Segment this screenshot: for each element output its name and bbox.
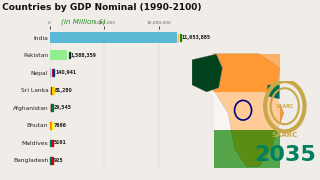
Polygon shape	[214, 92, 280, 130]
Bar	[50, 85, 51, 95]
Bar	[178, 34, 179, 41]
Bar	[50, 157, 52, 164]
Polygon shape	[204, 54, 283, 166]
Bar	[53, 69, 54, 76]
Bar	[50, 50, 67, 60]
Bar	[52, 157, 53, 164]
Text: 11,653,885: 11,653,885	[181, 35, 210, 40]
Bar	[51, 87, 52, 94]
Text: (in Million $): (in Million $)	[61, 19, 106, 25]
Bar	[50, 68, 51, 78]
Text: 1,588,359: 1,588,359	[71, 53, 97, 58]
Text: SAARC Countries by GDP Nominal (1990-2100): SAARC Countries by GDP Nominal (1990-210…	[0, 3, 202, 12]
Text: 5161: 5161	[54, 140, 66, 145]
Text: 7666: 7666	[54, 123, 67, 128]
Text: SAARC: SAARC	[276, 104, 294, 109]
Bar	[52, 69, 53, 76]
Bar	[68, 52, 69, 58]
Text: 2035: 2035	[254, 145, 316, 165]
Bar	[179, 34, 180, 41]
Text: SAARC: SAARC	[272, 132, 298, 138]
Text: 925: 925	[53, 158, 63, 163]
Text: 29,545: 29,545	[54, 105, 72, 110]
Bar	[52, 87, 54, 94]
Bar	[50, 140, 52, 146]
Polygon shape	[214, 130, 280, 168]
Bar	[52, 140, 53, 146]
Bar	[52, 104, 53, 111]
Text: 140,941: 140,941	[55, 70, 76, 75]
Bar	[50, 32, 177, 43]
Bar	[51, 104, 52, 111]
Polygon shape	[204, 76, 283, 133]
Polygon shape	[268, 85, 280, 99]
Polygon shape	[204, 54, 283, 166]
Bar	[52, 122, 53, 129]
Bar	[69, 52, 70, 58]
Text: 81,280: 81,280	[54, 88, 72, 93]
Polygon shape	[214, 54, 280, 92]
Bar	[50, 122, 52, 129]
Polygon shape	[192, 54, 222, 92]
